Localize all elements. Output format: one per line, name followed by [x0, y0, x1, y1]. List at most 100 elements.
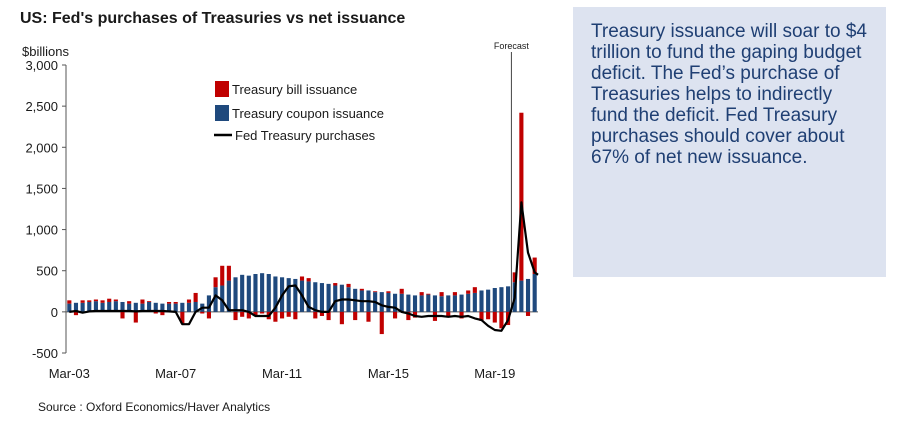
coupon-bar: [213, 287, 218, 312]
x-tick-label: Mar-19: [474, 366, 515, 381]
coupon-bar: [153, 302, 158, 312]
bill-bar: [113, 299, 118, 302]
coupon-bar: [426, 294, 431, 312]
y-tick-label: 3,000: [25, 58, 58, 73]
coupon-bar: [499, 287, 504, 312]
bill-bar: [87, 300, 92, 302]
bill-bar: [213, 277, 218, 288]
coupon-bar: [140, 303, 145, 312]
bill-bar: [80, 300, 85, 303]
bill-bar: [73, 311, 79, 316]
y-tick-label: -500: [32, 346, 58, 361]
coupon-bar: [206, 295, 211, 312]
coupon-bar: [127, 303, 132, 312]
coupon-bar: [439, 296, 444, 312]
coupon-bar: [406, 294, 411, 312]
bill-bar: [519, 112, 524, 281]
coupon-bar: [519, 280, 524, 312]
bill-bar: [286, 311, 291, 317]
y-tick-label: 1,000: [25, 223, 58, 238]
bill-bar: [147, 301, 152, 302]
bill-bar: [226, 265, 231, 281]
bill-bar: [379, 311, 384, 335]
callout-text: Treasury issuance will soar to $4 trilli…: [591, 21, 867, 168]
bill-bar: [299, 276, 305, 281]
coupon-bar: [186, 302, 192, 312]
coupon-bar: [166, 303, 172, 312]
callout-box: Treasury issuance will soar to $4 trilli…: [573, 7, 886, 277]
coupon-bar: [93, 301, 98, 312]
bill-bar: [220, 265, 225, 286]
coupon-bar: [286, 278, 291, 312]
bar-series: [67, 112, 537, 335]
legend-label-coupon: Treasury coupon issuance: [232, 106, 384, 121]
coupon-bar: [333, 285, 338, 312]
bill-bar: [273, 311, 278, 322]
coupon-bar: [452, 295, 457, 312]
y-tick-label: 2,500: [25, 99, 58, 114]
bill-bar: [373, 291, 378, 293]
coupon-bar: [525, 278, 531, 312]
bill-bar: [406, 311, 411, 321]
coupon-bar: [506, 286, 511, 312]
coupon-bar: [293, 278, 298, 312]
coupon-bar: [133, 302, 138, 312]
coupon-bar: [399, 293, 404, 312]
coupon-bar: [260, 273, 265, 312]
bill-bar: [246, 311, 251, 319]
legend: Treasury bill issuance Treasury coupon i…: [214, 81, 384, 143]
bill-bar: [466, 290, 471, 294]
coupon-bar: [226, 280, 231, 312]
bill-bar: [133, 311, 138, 323]
coupon-bar: [446, 295, 451, 312]
bill-bar: [100, 300, 105, 303]
x-tick-label: Mar-15: [368, 366, 409, 381]
y-axis: -500 0 500 1,000 1,500 2,000 2,500 3,000$billio…: [22, 44, 69, 361]
y-tick-label: 0: [51, 305, 58, 320]
bill-bar: [386, 291, 391, 293]
coupon-bar: [432, 295, 438, 312]
coupon-bar: [273, 276, 278, 312]
bill-bar: [180, 311, 185, 324]
coupon-bar: [419, 295, 424, 312]
coupon-bar: [246, 275, 251, 312]
bill-bar: [393, 311, 398, 319]
coupon-bar: [107, 301, 112, 312]
bill-bar: [419, 292, 424, 296]
source-note: Source : Oxford Economics/Haver Analytic…: [38, 400, 271, 414]
bill-bar: [107, 298, 112, 302]
coupon-bar: [220, 285, 225, 312]
bill-bar: [446, 311, 451, 316]
coupon-bar: [339, 284, 344, 312]
bill-bar: [279, 311, 285, 319]
bill-bar: [486, 311, 491, 320]
y-tick-label: 500: [36, 264, 58, 279]
bill-bar: [293, 311, 298, 320]
coupon-bar: [393, 293, 398, 312]
bill-bar: [326, 311, 331, 321]
bill-bar: [412, 311, 418, 318]
bill-bar: [499, 311, 504, 329]
bill-bar: [253, 311, 258, 316]
fed-purchases-line: [69, 201, 539, 332]
x-tick-label: Mar-07: [155, 366, 196, 381]
coupon-bar: [233, 277, 238, 312]
bill-bar: [193, 292, 198, 302]
bill-bar: [472, 287, 477, 293]
legend-label-bill: Treasury bill issuance: [232, 82, 357, 97]
coupon-bar: [266, 274, 271, 312]
bill-bar: [346, 283, 351, 288]
forecast-label: Forecast: [494, 41, 530, 51]
bill-bar: [426, 293, 431, 295]
legend-label-fed: Fed Treasury purchases: [235, 128, 376, 143]
bill-bar: [140, 299, 145, 304]
bill-bar: [153, 311, 158, 314]
bill-bar: [240, 311, 245, 317]
bill-bar: [353, 311, 358, 321]
bill-bar: [160, 311, 165, 316]
coupon-bar: [459, 294, 464, 312]
coupon-bar: [73, 302, 79, 312]
bill-bar: [233, 311, 238, 321]
coupon-bar: [313, 282, 318, 312]
y-tick-label: 2,000: [25, 140, 58, 155]
